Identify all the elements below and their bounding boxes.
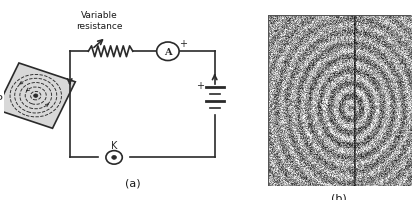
Text: (b): (b) [332, 193, 347, 200]
Text: A: A [164, 48, 172, 56]
Circle shape [34, 94, 38, 98]
Circle shape [156, 43, 179, 61]
Text: +: + [196, 81, 204, 91]
Text: P: P [0, 94, 3, 104]
Text: (a): (a) [125, 178, 141, 188]
Bar [0, 64, 75, 129]
Text: K: K [111, 141, 117, 151]
Circle shape [106, 151, 122, 164]
Text: Variable
resistance: Variable resistance [76, 11, 122, 31]
Circle shape [112, 156, 117, 160]
Text: +: + [179, 39, 187, 49]
